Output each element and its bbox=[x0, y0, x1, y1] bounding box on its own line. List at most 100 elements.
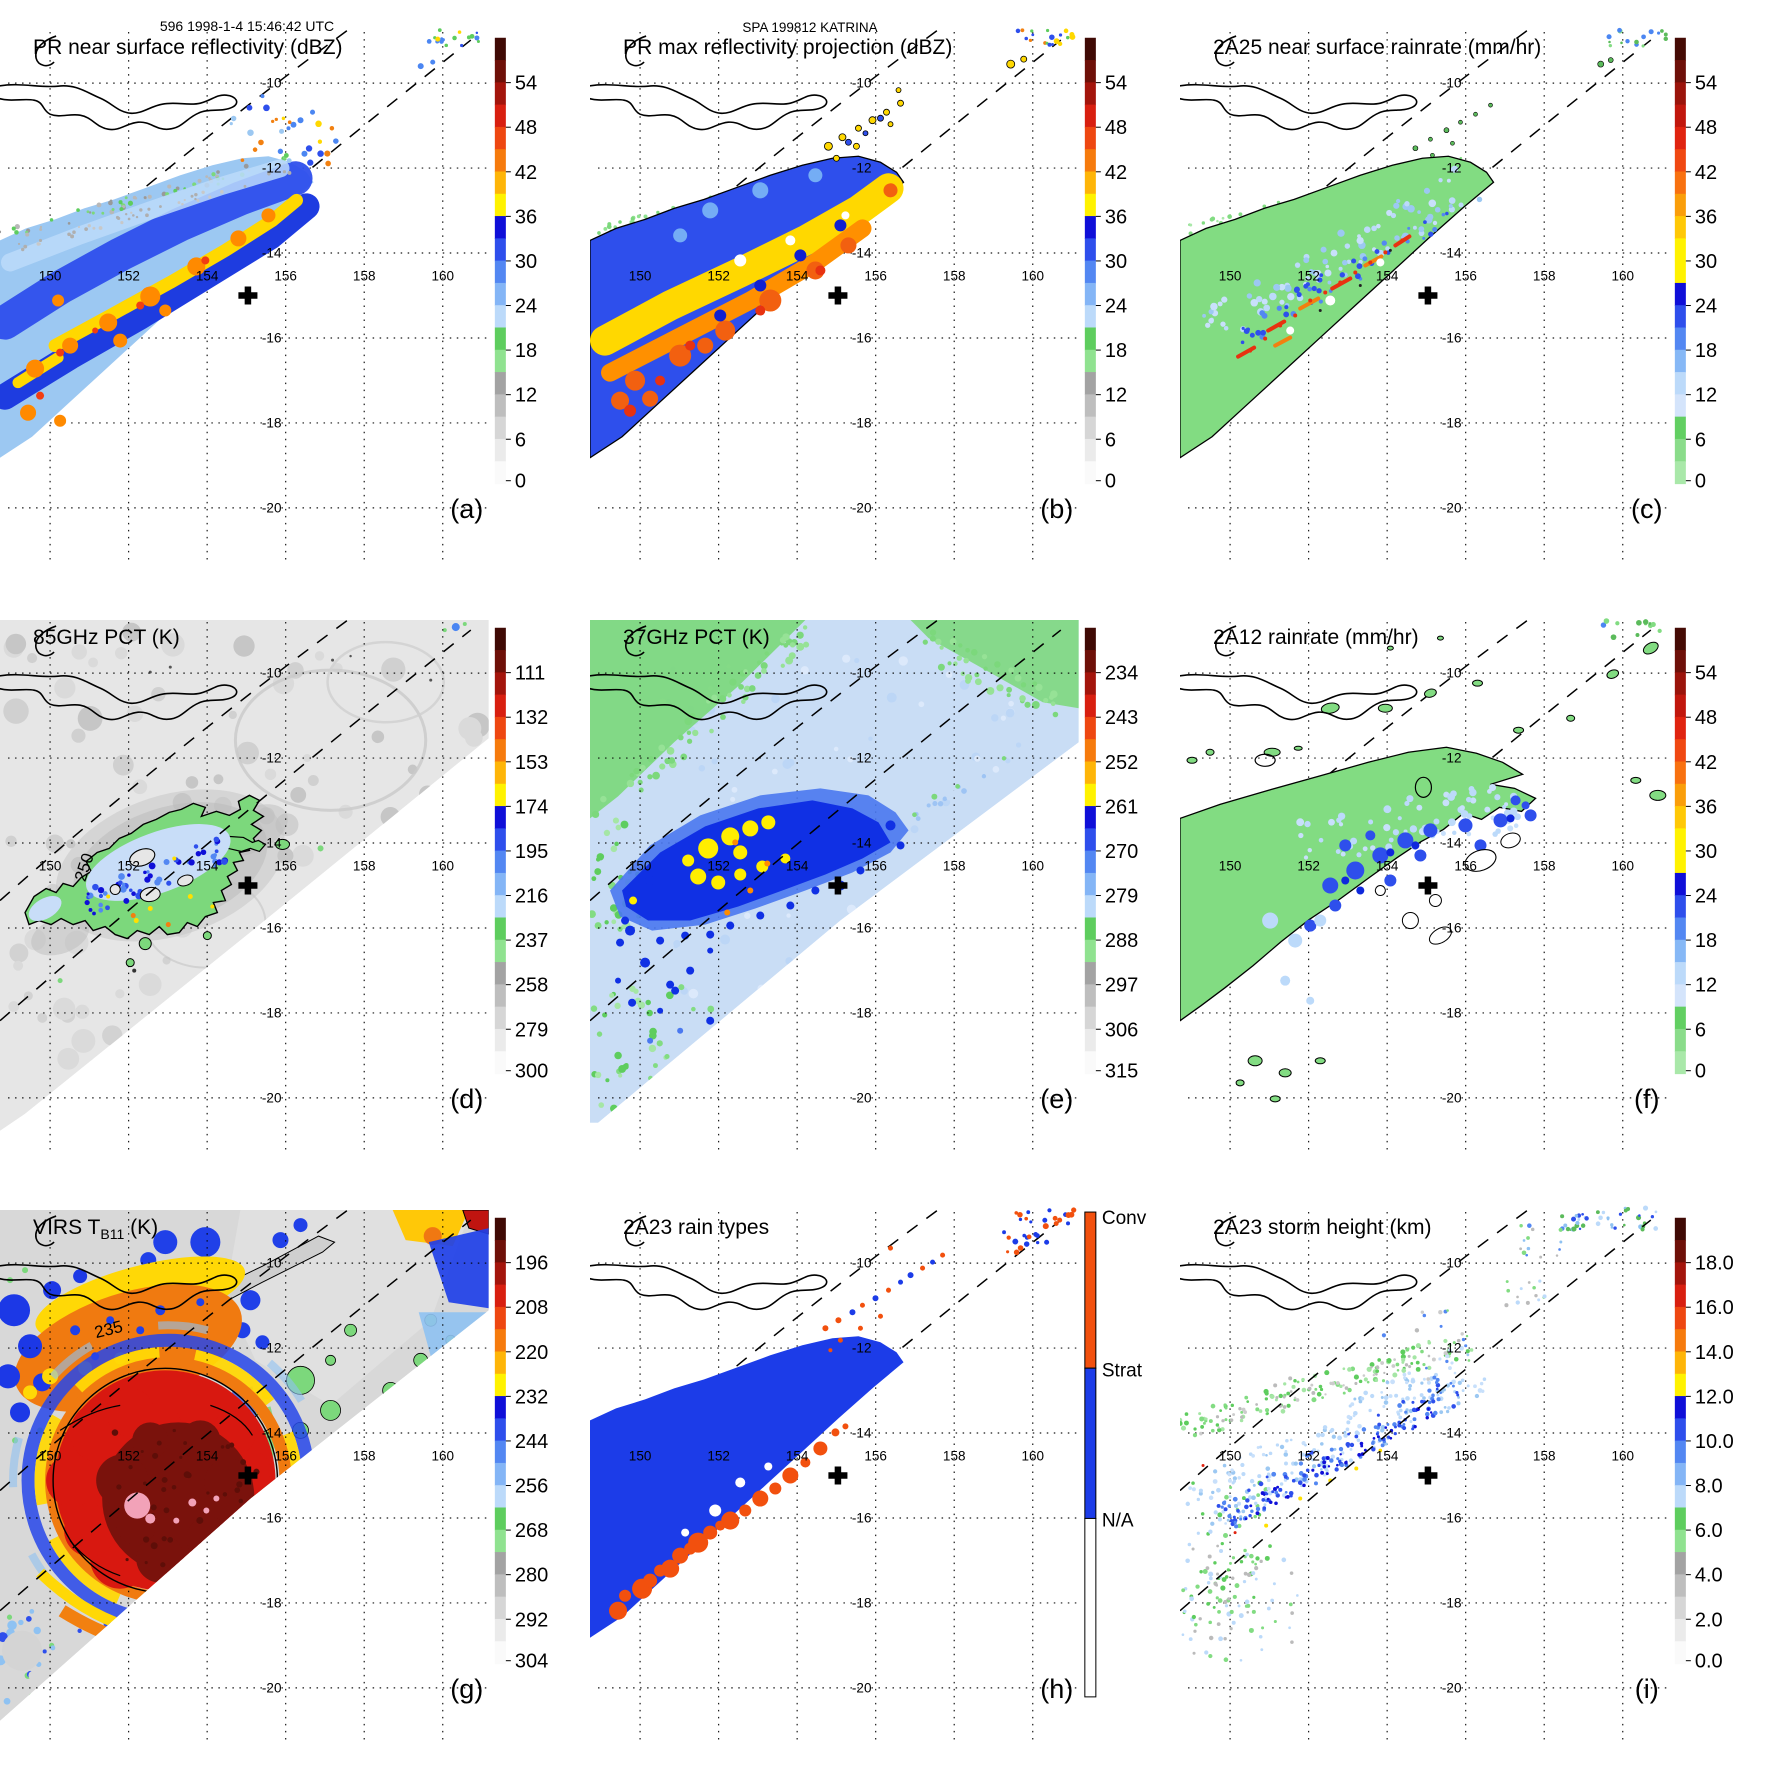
colorbar-tick-label: 36 bbox=[1695, 796, 1717, 818]
data-speckle bbox=[115, 989, 125, 999]
data-blob bbox=[1269, 1095, 1281, 1103]
data-speckle bbox=[1412, 1396, 1417, 1400]
data-speckle bbox=[1320, 1442, 1324, 1446]
data-speckle bbox=[776, 1061, 784, 1070]
colorbar-segment bbox=[1674, 349, 1686, 373]
data-speckle bbox=[615, 1113, 624, 1122]
data-speckle bbox=[1202, 1421, 1206, 1425]
data-speckle bbox=[1313, 1481, 1318, 1486]
data-speckle bbox=[794, 249, 807, 262]
data-speckle bbox=[1519, 1247, 1523, 1251]
data-speckle bbox=[1296, 291, 1302, 298]
data-speckle bbox=[190, 194, 194, 198]
data-speckle bbox=[965, 647, 970, 653]
colorbar-tick-label: 4.0 bbox=[1695, 1565, 1723, 1587]
panel-letter: (c) bbox=[1631, 494, 1663, 524]
colorbar-tick-label: 174 bbox=[515, 796, 548, 818]
data-speckle bbox=[1018, 1217, 1023, 1222]
colorbar-segment bbox=[1084, 104, 1096, 128]
lat-tick-label: -10 bbox=[852, 76, 872, 91]
data-speckle bbox=[742, 820, 759, 837]
colorbar-tick-label: 42 bbox=[1105, 162, 1127, 184]
colorbar-tick-label: 12.0 bbox=[1695, 1386, 1734, 1408]
data-speckle bbox=[1224, 1575, 1229, 1579]
data-speckle bbox=[204, 1458, 253, 1507]
data-speckle bbox=[1001, 756, 1007, 761]
data-speckle bbox=[413, 1352, 429, 1368]
data-speckle bbox=[1470, 797, 1477, 804]
data-speckle bbox=[918, 701, 925, 708]
colorbar-tick-label: 261 bbox=[1105, 796, 1138, 818]
colorbar-tick-label: 6 bbox=[1695, 1019, 1706, 1041]
data-speckle bbox=[66, 839, 76, 849]
data-speckle bbox=[1380, 1361, 1385, 1365]
data-speckle bbox=[1298, 1461, 1304, 1466]
data-speckle bbox=[1305, 1468, 1310, 1473]
panel-letter: (b) bbox=[1040, 494, 1073, 524]
data-speckle bbox=[1008, 700, 1014, 707]
rain-type-label: N/A bbox=[1102, 1511, 1134, 1532]
data-speckle bbox=[1493, 813, 1508, 828]
data-speckle bbox=[1446, 1309, 1449, 1312]
data-speckle bbox=[1260, 329, 1267, 336]
data-speckle bbox=[236, 1481, 243, 1488]
data-speckle bbox=[1411, 1427, 1415, 1431]
colorbar-tick-label: 2.0 bbox=[1695, 1609, 1723, 1631]
data-speckle bbox=[949, 638, 957, 646]
data-speckle bbox=[1305, 275, 1311, 281]
data-speckle bbox=[435, 36, 441, 42]
data-speckle bbox=[213, 836, 220, 843]
data-blob bbox=[202, 931, 212, 941]
data-speckle bbox=[1595, 1210, 1600, 1215]
data-speckle bbox=[186, 1516, 231, 1561]
data-speckle bbox=[615, 977, 622, 984]
data-speckle bbox=[1309, 1450, 1314, 1455]
data-speckle bbox=[13, 960, 24, 971]
coastline-path bbox=[625, 625, 647, 657]
data-speckle bbox=[681, 1528, 690, 1537]
data-speckle bbox=[1642, 1205, 1649, 1211]
data-speckle bbox=[1293, 1398, 1297, 1402]
data-speckle bbox=[203, 1507, 210, 1514]
data-speckle bbox=[1534, 1293, 1538, 1298]
data-speckle bbox=[253, 1529, 257, 1533]
data-speckle bbox=[1208, 1495, 1214, 1501]
data-speckle bbox=[598, 1102, 605, 1108]
colorbar-tick-label: 18.0 bbox=[1695, 1253, 1734, 1275]
colorbar-segment bbox=[494, 171, 506, 195]
lon-tick-label: 156 bbox=[1454, 268, 1477, 283]
lon-tick-label: 152 bbox=[117, 1448, 140, 1463]
data-speckle bbox=[132, 968, 137, 973]
colorbar-tick-label: 0 bbox=[515, 471, 526, 493]
data-speckle bbox=[1407, 226, 1411, 230]
colorbar-tick-label: 256 bbox=[515, 1476, 548, 1498]
data-speckle bbox=[752, 1490, 769, 1507]
data-speckle bbox=[1233, 1531, 1237, 1535]
data-speckle bbox=[1224, 1604, 1229, 1608]
data-speckle bbox=[196, 1298, 205, 1307]
data-speckle bbox=[1020, 682, 1027, 688]
data-speckle bbox=[1445, 1383, 1450, 1388]
data-speckle bbox=[474, 35, 480, 41]
data-speckle bbox=[1252, 1595, 1256, 1599]
lon-tick-label: 156 bbox=[274, 268, 297, 283]
data-speckle bbox=[1276, 1485, 1280, 1489]
data-speckle bbox=[1300, 1452, 1305, 1457]
data-speckle bbox=[172, 1044, 190, 1062]
lon-tick-label: 160 bbox=[431, 1448, 454, 1463]
data-speckle bbox=[1442, 799, 1450, 807]
data-speckle bbox=[183, 1471, 191, 1479]
data-speckle bbox=[721, 1511, 740, 1530]
data-speckle bbox=[1232, 1476, 1237, 1481]
data-speckle bbox=[926, 803, 931, 808]
data-speckle bbox=[84, 227, 88, 232]
data-blob bbox=[1642, 641, 1659, 655]
data-speckle bbox=[143, 1536, 150, 1543]
lat-tick-label: -12 bbox=[262, 161, 282, 176]
data-speckle bbox=[1555, 1254, 1559, 1257]
data-speckle bbox=[1366, 1366, 1372, 1372]
data-speckle bbox=[1291, 1384, 1296, 1389]
data-speckle bbox=[628, 998, 637, 1007]
data-speckle bbox=[136, 1326, 145, 1335]
data-speckle bbox=[1353, 1374, 1359, 1380]
